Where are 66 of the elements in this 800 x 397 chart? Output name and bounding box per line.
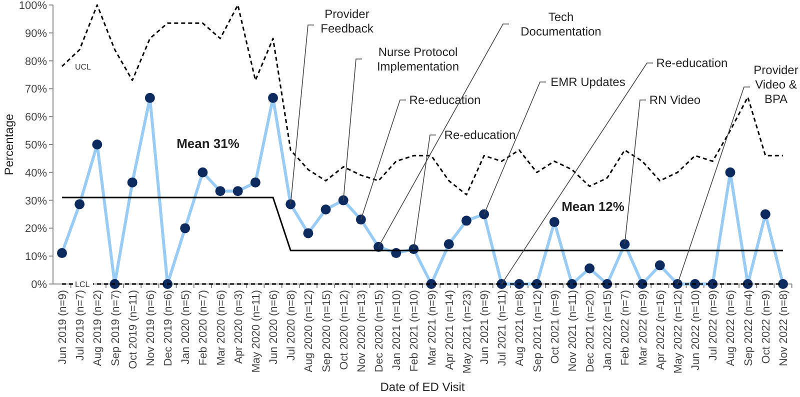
x-tick-label: Sep 2020 (n=15)	[320, 290, 333, 372]
y-tick-label: 20%	[24, 223, 48, 236]
x-tick-label: Jan 2022 (n=15)	[602, 290, 614, 370]
y-tick-label: 10%	[24, 251, 48, 264]
annotation: Tech Documentation	[520, 10, 602, 38]
x-tick-label: Nov 2020 (n=13)	[356, 290, 368, 372]
annotation: RN Video	[649, 93, 701, 107]
annotation: Provider Video & BPA	[754, 63, 798, 106]
x-tick-label: Aug 2022 (n=6)	[725, 290, 738, 366]
x-tick-label: Dec 2020 (n=15)	[374, 290, 386, 372]
x-tick-label: May 2022 (n=12)	[672, 290, 684, 374]
x-tick-label: Jan 2021 (n=10)	[391, 290, 404, 370]
series-label: UCL	[75, 62, 92, 72]
x-tick-label: Apr 2021 (n=14)	[444, 290, 456, 370]
y-tick-label: 90%	[24, 28, 48, 40]
x-tick-label: Sep 2022 (n=4)	[742, 290, 755, 366]
x-tick-label: Jun 2019 (n=9)	[57, 290, 69, 364]
y-tick-label: 70%	[24, 84, 48, 96]
x-tick-label: Jun 2022 (n=10)	[690, 290, 702, 370]
annotation: Re-education	[444, 128, 516, 142]
x-tick-label: Dec 2019 (n=6)	[162, 290, 175, 366]
x-tick-label: Jul 2019 (n=7)	[74, 290, 87, 361]
x-tick-label: Oct 2022 (n=9)	[760, 290, 772, 364]
y-tick-label: 60%	[24, 112, 48, 124]
x-tick-label: Feb 2022 (n=7)	[620, 290, 632, 366]
x-tick-label: Jan 2020 (n=5)	[180, 290, 192, 364]
x-tick-label: Aug 2021 (n=8)	[514, 290, 526, 366]
annotation: Provider Feedback	[320, 7, 374, 36]
x-tick-label: Feb 2021 (n=10)	[408, 290, 421, 372]
annotation: EMR Updates	[550, 75, 626, 89]
x-tick-label: Sep 2019 (n=7)	[110, 290, 122, 366]
annotation: Mean 12%	[562, 199, 625, 214]
y-tick-label: 0%	[31, 279, 48, 291]
x-tick-label: May 2020 (n=11)	[250, 290, 262, 373]
annotation: Re-education	[656, 56, 728, 70]
x-tick-label: Aug 2019 (n=2)	[92, 290, 104, 366]
x-tick-label: Sep 2021 (n=12)	[532, 290, 544, 372]
x-tick-label: Nov 2021 (n=11)	[566, 290, 579, 372]
x-tick-label: Aug 2020 (n=12)	[303, 290, 316, 372]
x-tick-label: Jul 2021 (n=11)	[496, 290, 509, 366]
x-tick-label: Jul 2020 (n=8)	[286, 290, 298, 361]
x-tick-label: Apr 2020 (n=3)	[232, 290, 245, 364]
x-tick-label: May 2021 (n=23)	[461, 290, 474, 374]
x-tick-label: Dec 2021 (n=20)	[584, 290, 597, 372]
y-tick-label: 50%	[24, 140, 48, 152]
x-tick-label: Jun 2020 (n=6)	[268, 290, 280, 364]
y-tick-label: 80%	[24, 56, 48, 68]
x-tick-label: Mar 2022 (n=9)	[637, 290, 650, 366]
x-tick-label: Mar 2020 (n=6)	[215, 290, 228, 366]
x-tick-label: Oct 2019 (n=11)	[127, 290, 140, 369]
x-tick-label: Oct 2021 (n=9)	[549, 290, 562, 364]
x-tick-label: Nov 2019 (n=6)	[144, 290, 157, 366]
x-tick-label: Jul 2022 (n=9)	[708, 290, 720, 361]
y-axis-title: Percentage	[2, 113, 16, 176]
annotation: Nurse Protocol Implementation	[376, 45, 460, 74]
x-tick-label: Mar 2021 (n=9)	[426, 290, 438, 366]
x-tick-label: Nov 2022 (n=8)	[778, 290, 790, 366]
annotation: Mean 31%	[176, 136, 240, 151]
x-tick-label: Feb 2020 (n=7)	[198, 290, 210, 366]
y-tick-label: 40%	[24, 167, 48, 180]
x-tick-label: Apr 2022 (n=16)	[654, 290, 667, 370]
y-tick-label: 30%	[24, 195, 48, 208]
x-axis-title: Date of ED Visit	[380, 380, 466, 394]
x-tick-label: Jun 2021 (n=9)	[479, 290, 492, 364]
y-tick-label: 100%	[18, 0, 48, 12]
x-tick-label: Oct 2020 (n=12)	[338, 290, 350, 370]
